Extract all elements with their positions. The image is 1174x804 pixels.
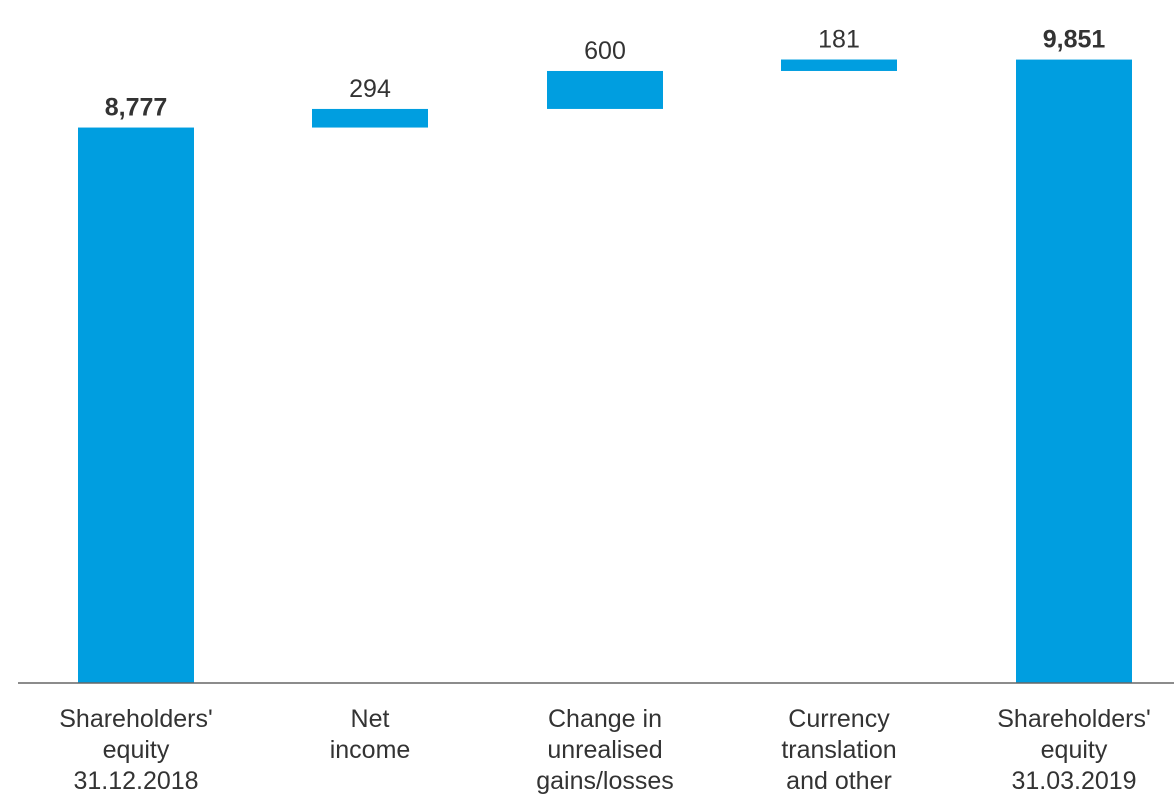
category-label-5: Shareholders' equity 31.03.2019 bbox=[997, 705, 1151, 795]
bar-4 bbox=[781, 59, 897, 71]
category-label-3: Change in unrealised gains/losses bbox=[536, 705, 674, 795]
value-label-5: 9,851 bbox=[1043, 26, 1106, 54]
category-label-2: Net income bbox=[329, 705, 411, 764]
value-label-4: 181 bbox=[818, 26, 860, 54]
category-label-4: Currency translation and other bbox=[781, 705, 897, 795]
value-label-1: 8,777 bbox=[105, 94, 168, 122]
category-label-1: Shareholders' equity 31.12.2018 bbox=[59, 705, 213, 795]
bar-2 bbox=[312, 108, 428, 128]
bar-1 bbox=[78, 127, 194, 683]
bar-3 bbox=[547, 70, 663, 109]
value-label-2: 294 bbox=[349, 75, 391, 103]
value-label-3: 600 bbox=[584, 37, 626, 65]
bar-5 bbox=[1016, 59, 1132, 684]
